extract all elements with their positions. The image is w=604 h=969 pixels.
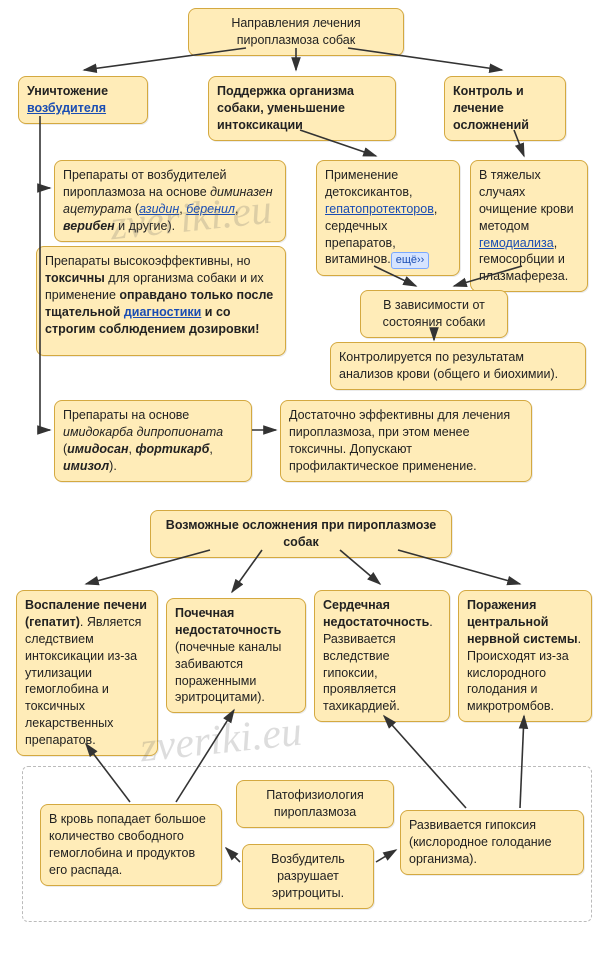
node-f3: Развивается гипоксия (кислородное голода… xyxy=(400,810,584,875)
гепатопротекторов-link[interactable]: гепатопротекторов xyxy=(325,202,434,216)
node-c5: Контролируется по результатам анализов к… xyxy=(330,342,586,390)
диагностики-link[interactable]: диагностики xyxy=(124,305,202,319)
node-e3: Сердечная недостаточность. Развивается в… xyxy=(314,590,450,722)
node-e4: Поражения центральной нервной системы. П… xyxy=(458,590,592,722)
node-b2: Поддержка организма собаки, уменьшение и… xyxy=(208,76,396,141)
node-c3: В тяжелых случаях очищение крови методом… xyxy=(470,160,588,292)
node-c1b: Препараты высокоэффективны, но токсичны … xyxy=(36,246,286,356)
node-ftitle: Патофизиология пироплазмоза xyxy=(236,780,394,828)
возбудителя-link[interactable]: возбудителя xyxy=(27,101,106,115)
node-c2: Применение детоксикантов, гепатопротекто… xyxy=(316,160,460,276)
node-root1: Направления лечения пироплазмоза собак xyxy=(188,8,404,56)
беренил-link[interactable]: беренил xyxy=(186,202,235,216)
node-f2: Возбудитель разрушает эритроциты. xyxy=(242,844,374,909)
азидин-link[interactable]: азидин xyxy=(139,202,179,216)
node-d2: Достаточно эффективны для лечения пиропл… xyxy=(280,400,532,482)
node-b3: Контроль и лечение осложнений xyxy=(444,76,566,141)
node-b1: Уничтожение возбудителя xyxy=(18,76,148,124)
node-f1: В кровь попадает большое количество своб… xyxy=(40,804,222,886)
node-c1: Препараты от возбудителей пироплазмоза н… xyxy=(54,160,286,242)
node-d1: Препараты на основе имидокарба дипропион… xyxy=(54,400,252,482)
node-e1: Воспаление печени (гепатит). Является сл… xyxy=(16,590,158,756)
node-root2: Возможные осложнения при пироплазмозе со… xyxy=(150,510,452,558)
node-c4: В зависимости от состояния собаки xyxy=(360,290,508,338)
more-button[interactable]: ещё›› xyxy=(391,252,430,269)
watermark: zveriki.eu xyxy=(138,708,304,773)
node-e2: Почечная недостаточность (почечные канал… xyxy=(166,598,306,713)
гемодиализа-link[interactable]: гемодиализа xyxy=(479,236,554,250)
